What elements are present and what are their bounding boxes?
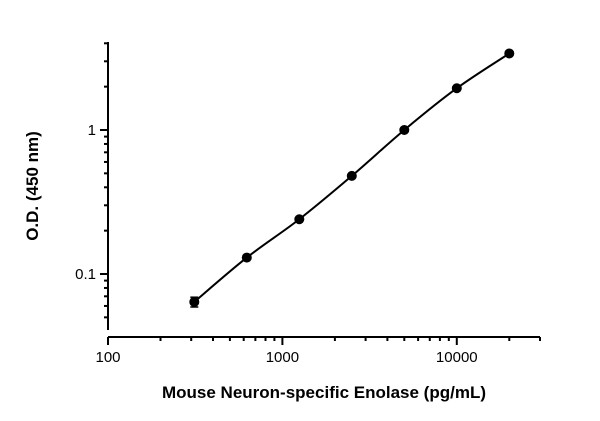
- tick-labels: 0.1 1 100 1000 10000: [75, 122, 478, 366]
- x-tick-label: 1000: [266, 349, 299, 366]
- x-axis-title: Mouse Neuron-specific Enolase (pg/mL): [162, 383, 486, 402]
- data-point: [241, 252, 252, 263]
- x-tick-label: 100: [95, 349, 120, 366]
- data-point: [399, 125, 410, 135]
- y-axis-title: O.D. (450 nm): [23, 131, 42, 241]
- y-tick-label: 0.1: [75, 266, 96, 283]
- data-points: [189, 48, 515, 308]
- axes: [107, 42, 540, 338]
- data-point: [504, 48, 515, 59]
- y-tick-label: 1: [88, 122, 96, 139]
- ticks: [100, 42, 541, 345]
- data-point: [189, 296, 200, 307]
- data-point: [294, 214, 305, 225]
- x-tick-label: 10000: [436, 349, 478, 366]
- data-point: [346, 170, 357, 181]
- data-point: [451, 83, 462, 94]
